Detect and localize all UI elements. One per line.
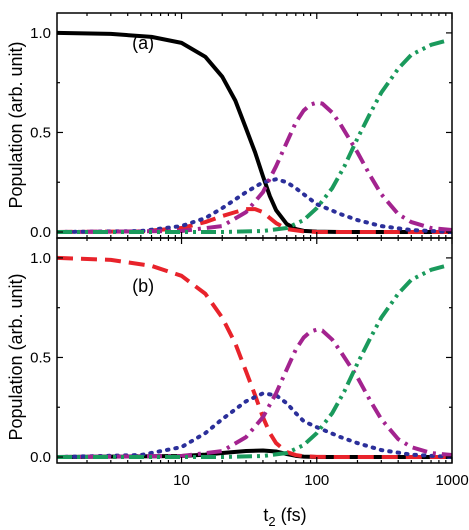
plot-frame [56, 12, 453, 239]
xtick-label: 10 [173, 472, 190, 489]
xlabel-main: t [263, 505, 268, 525]
panel-b: 0.0 0.5 1.0 10 100 1000 (b) [30, 237, 469, 489]
panel-label: (b) [132, 276, 154, 296]
series-line-dashdotdot [57, 38, 447, 235]
series-group [57, 30, 452, 235]
panel-a: 0.0 0.5 1.0 (a) [30, 12, 453, 241]
xtick-label: 1000 [435, 472, 468, 489]
series-line-dashdot [57, 100, 452, 235]
series-line-dot [57, 177, 452, 235]
ytick-label: 1.0 [30, 250, 51, 267]
ylabel-a: Population (arb. unit) [6, 41, 26, 208]
series-line-dot [57, 391, 452, 460]
plot-frame [56, 237, 453, 464]
ytick-label: 0.5 [30, 124, 51, 141]
series-line-dashdot [57, 327, 452, 460]
panel-label: (a) [132, 33, 154, 53]
series-group [57, 255, 452, 460]
xlabel: t2 (fs) [263, 505, 306, 529]
series-line-dash [57, 207, 452, 235]
ytick-label: 0.0 [30, 449, 51, 466]
ytick-label: 1.0 [30, 25, 51, 42]
series-line-dash [57, 255, 452, 460]
xtick-label: 100 [304, 472, 329, 489]
xlabel-rest: (fs) [276, 505, 307, 525]
xlabel-sub: 2 [268, 514, 275, 529]
ytick-label: 0.0 [30, 224, 51, 241]
ytick-label: 0.5 [30, 349, 51, 366]
series-line-solid [57, 448, 452, 460]
series-line-dashdotdot [57, 263, 447, 460]
ylabel-b: Population (arb. unit) [6, 273, 26, 440]
series-line-solid [57, 30, 452, 235]
